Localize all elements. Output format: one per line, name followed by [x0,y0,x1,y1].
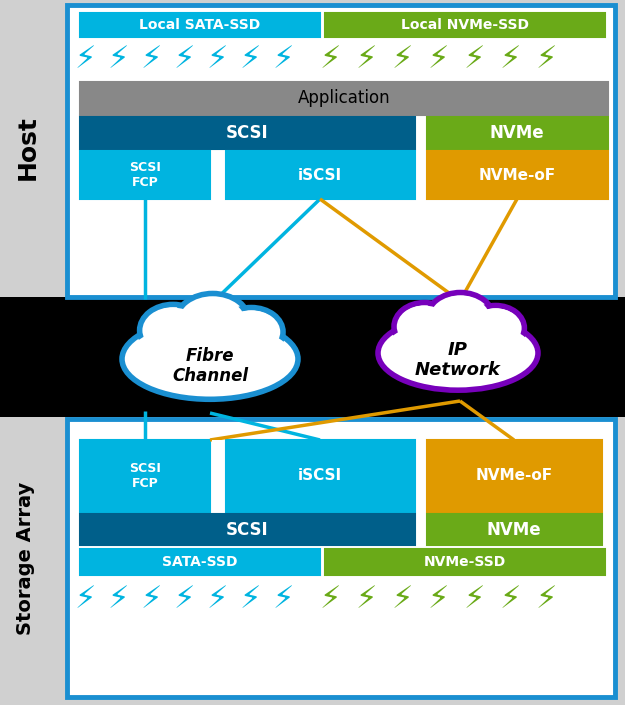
Bar [325,13,605,37]
Bar [427,117,608,149]
Text: ⚡: ⚡ [463,46,485,75]
Text: NVMe-SSD: NVMe-SSD [424,555,506,569]
Text: ⚡: ⚡ [355,585,377,615]
Text: ⚡: ⚡ [319,585,341,615]
Text: NVMe-oF: NVMe-oF [476,469,552,484]
Bar [427,440,602,512]
Bar [212,151,224,199]
Text: ⚡: ⚡ [140,46,162,75]
Text: SCSI: SCSI [226,521,268,539]
Text: Storage Array: Storage Array [16,482,36,634]
Bar [80,117,415,149]
Text: NVMe: NVMe [490,124,544,142]
Bar [0,297,625,417]
Text: NVMe-oF: NVMe-oF [479,168,556,183]
Text: iSCSI: iSCSI [298,168,342,183]
Bar [427,151,608,199]
Bar [212,440,224,512]
Bar [67,419,615,697]
Ellipse shape [427,293,494,344]
Bar [67,5,615,297]
Text: IP
Network: IP Network [415,341,501,379]
Ellipse shape [398,305,451,348]
Text: Host: Host [16,116,40,180]
Text: SCSI
FCP: SCSI FCP [129,161,161,189]
Text: ⚡: ⚡ [107,585,129,615]
Ellipse shape [394,302,455,350]
Ellipse shape [219,307,283,357]
Text: ⚡: ⚡ [499,46,521,75]
Ellipse shape [467,305,524,350]
Text: ⚡: ⚡ [107,46,129,75]
Text: ⚡: ⚡ [499,585,521,615]
Text: ⚡: ⚡ [319,46,341,75]
Ellipse shape [144,307,202,353]
Bar [80,13,320,37]
Text: ⚡: ⚡ [173,585,195,615]
Text: ⚡: ⚡ [206,46,228,75]
Text: Fibre
Channel: Fibre Channel [172,347,248,386]
Text: ⚡: ⚡ [239,585,261,615]
Bar [226,151,415,199]
Text: ⚡: ⚡ [272,585,294,615]
Text: ⚡: ⚡ [173,46,195,75]
Text: ⚡: ⚡ [463,585,485,615]
Ellipse shape [471,308,521,348]
Text: ⚡: ⚡ [272,46,294,75]
Text: ⚡: ⚡ [355,46,377,75]
Bar [226,440,415,512]
Bar [427,514,602,545]
Text: iSCSI: iSCSI [298,469,342,484]
Text: ⚡: ⚡ [206,585,228,615]
Text: ⚡: ⚡ [239,46,261,75]
Text: Local SATA-SSD: Local SATA-SSD [139,18,261,32]
Ellipse shape [224,311,279,353]
Bar [80,151,210,199]
Text: ⚡: ⚡ [428,585,449,615]
Bar [80,549,320,575]
Bar [417,151,425,199]
Ellipse shape [180,297,245,346]
Ellipse shape [431,296,490,341]
Bar [417,117,425,149]
Text: Application: Application [298,89,390,107]
Bar [80,514,415,545]
Text: SATA-SSD: SATA-SSD [162,555,238,569]
Bar [325,549,605,575]
Ellipse shape [382,319,534,386]
Text: SCSI
FCP: SCSI FCP [129,462,161,490]
Text: ⚡: ⚡ [535,46,557,75]
Text: ⚡: ⚡ [74,46,96,75]
Text: ⚡: ⚡ [391,585,412,615]
Text: ⚡: ⚡ [74,585,96,615]
Ellipse shape [378,316,538,390]
Text: ⚡: ⚡ [428,46,449,75]
Ellipse shape [122,319,298,399]
Ellipse shape [176,293,249,350]
Text: ⚡: ⚡ [535,585,557,615]
Text: Local NVMe-SSD: Local NVMe-SSD [401,18,529,32]
Text: ⚡: ⚡ [391,46,412,75]
Text: NVMe: NVMe [487,521,541,539]
Text: ⚡: ⚡ [140,585,162,615]
Bar [80,82,608,115]
Bar [80,440,210,512]
Text: SCSI: SCSI [226,124,268,142]
Ellipse shape [139,305,206,357]
Ellipse shape [126,323,294,396]
